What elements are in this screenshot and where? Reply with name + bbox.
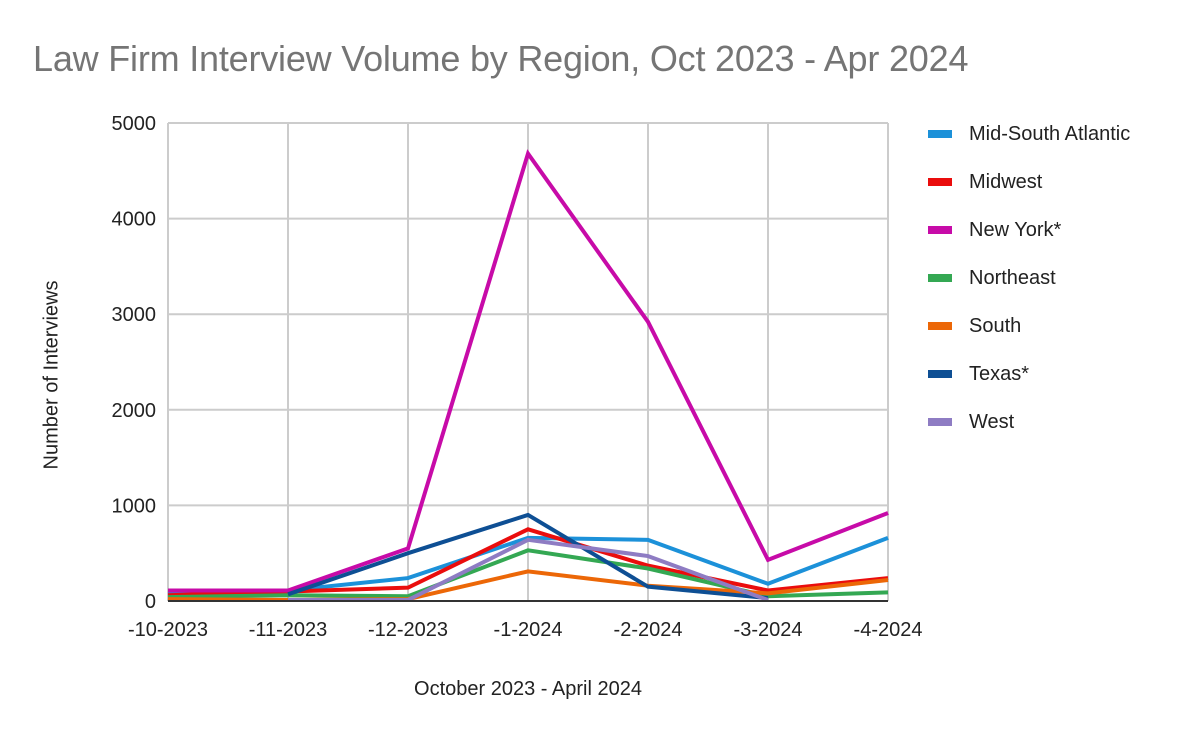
legend-swatch-icon [928, 370, 952, 378]
legend-label: Midwest [969, 170, 1043, 193]
legend-swatch-icon [928, 418, 952, 426]
legend-label: Northeast [969, 266, 1056, 289]
legend-swatch-icon [928, 130, 952, 138]
x-axis-label: October 2023 - April 2024 [414, 678, 642, 700]
y-tick-label: 3000 [112, 304, 157, 326]
x-tick-label: -4-2024 [854, 619, 923, 641]
legend: Mid-South Atlantic Midwest New York* Northe… [928, 110, 1130, 446]
y-tick-label: 1000 [112, 495, 157, 517]
y-tick-label: 4000 [112, 209, 157, 231]
y-tick-label: 0 [145, 591, 156, 613]
y-tick-label: 2000 [112, 400, 157, 422]
gridlines [167, 122, 889, 601]
y-axis-label: Number of Interviews [40, 280, 63, 470]
x-tick-label: -12-2023 [368, 619, 448, 641]
legend-swatch-icon [928, 274, 952, 282]
legend-label: Texas* [969, 362, 1030, 385]
x-tick-label: -1-2024 [494, 619, 563, 641]
legend-item[interactable]: West [928, 398, 1130, 446]
legend-item[interactable]: Northeast [928, 254, 1130, 302]
legend-item[interactable]: Mid-South Atlantic [928, 110, 1130, 158]
series-line-texas[interactable] [287, 512, 769, 601]
x-tick-label: -3-2024 [734, 619, 803, 641]
series-line-new-york[interactable] [168, 149, 889, 593]
x-tick-label: -11-2023 [249, 619, 328, 641]
x-axis-ticks: -10-2023 -11-2023 -12-2023 -1-2024 -2-2024 -3… [128, 619, 923, 641]
y-tick-label: 5000 [112, 113, 157, 135]
legend-label: New York* [969, 218, 1062, 241]
legend-swatch-icon [928, 178, 952, 186]
legend-item[interactable]: Midwest [928, 158, 1130, 206]
chart-title: Law Firm Interview Volume by Region, Oct… [33, 38, 969, 79]
legend-swatch-icon [928, 226, 952, 234]
y-axis-ticks: 0 1000 2000 3000 4000 5000 [112, 113, 157, 613]
legend-label: West [969, 410, 1015, 433]
x-tick-label: -2-2024 [614, 619, 683, 641]
legend-item[interactable]: Texas* [928, 350, 1130, 398]
legend-label: Mid-South Atlantic [969, 122, 1131, 145]
legend-label: South [969, 314, 1022, 337]
x-tick-label: -10-2023 [128, 619, 208, 641]
legend-swatch-icon [928, 322, 952, 330]
legend-item[interactable]: South [928, 302, 1130, 350]
legend-item[interactable]: New York* [928, 206, 1130, 254]
